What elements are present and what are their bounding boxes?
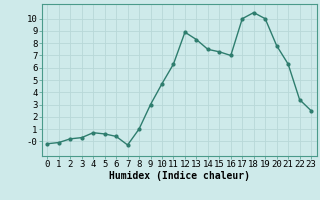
X-axis label: Humidex (Indice chaleur): Humidex (Indice chaleur) <box>109 171 250 181</box>
